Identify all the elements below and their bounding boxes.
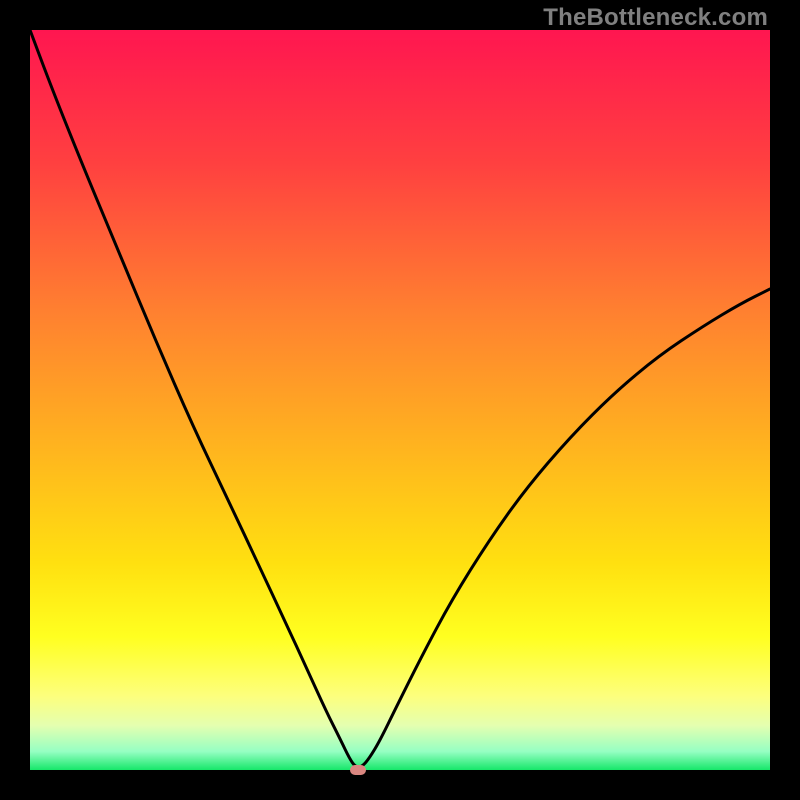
- watermark-text: TheBottleneck.com: [543, 4, 768, 32]
- bottleneck-curve: [30, 30, 770, 770]
- optimal-marker: [350, 765, 366, 775]
- plot-area: [30, 30, 770, 770]
